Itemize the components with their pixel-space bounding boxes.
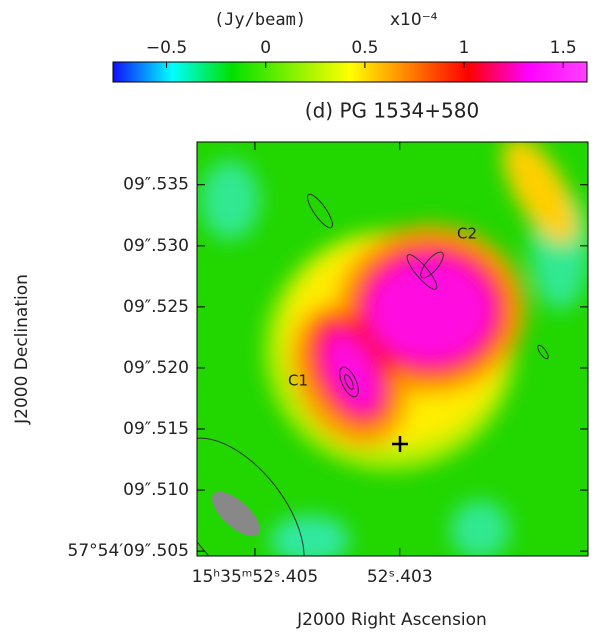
y-tick-label: 09″.530	[123, 236, 189, 256]
x-axis-label: J2000 Right Ascension	[296, 610, 487, 630]
x-tick-label: 15ʰ35ᵐ52ˢ.405	[192, 567, 319, 587]
colorbar-tick-label: −0.5	[146, 38, 187, 58]
y-tick-label: 57°54′09″.505	[68, 541, 189, 561]
colorbar-scale: x10⁻⁴	[390, 10, 438, 30]
colorbar	[112, 61, 588, 83]
y-tick-label: 09″.510	[123, 480, 189, 500]
colorbar-tick-label: 1	[459, 38, 470, 58]
y-tick-label: 09″.525	[123, 297, 189, 317]
colorbar-tick-label: 0.5	[351, 38, 378, 58]
colorbar-tick-label: 0	[260, 38, 271, 58]
y-tick-label: 09″.520	[123, 358, 189, 378]
x-tick-label: 52ˢ.403	[367, 567, 433, 587]
y-tick-label: 09″.535	[123, 175, 189, 195]
plot-frame	[196, 141, 589, 557]
y-axis-label: J2000 Declination	[12, 274, 32, 425]
map	[197, 142, 588, 556]
annotation: C2	[457, 225, 477, 243]
annotation: C1	[288, 372, 308, 390]
chart-title: (d) PG 1534+580	[305, 99, 479, 123]
y-tick-label: 09″.515	[123, 419, 189, 439]
colorbar-label: (Jy/beam)	[214, 10, 306, 30]
colorbar-tick-label: 1.5	[550, 38, 577, 58]
